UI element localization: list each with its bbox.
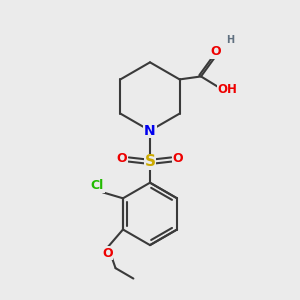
Text: Cl: Cl xyxy=(91,179,104,192)
Text: O: O xyxy=(172,152,183,165)
Text: O: O xyxy=(211,45,221,58)
Text: O: O xyxy=(117,152,128,165)
Text: S: S xyxy=(145,154,155,169)
Text: N: N xyxy=(144,124,156,138)
Text: H: H xyxy=(226,34,234,45)
Text: OH: OH xyxy=(218,83,238,96)
Text: O: O xyxy=(102,247,113,260)
